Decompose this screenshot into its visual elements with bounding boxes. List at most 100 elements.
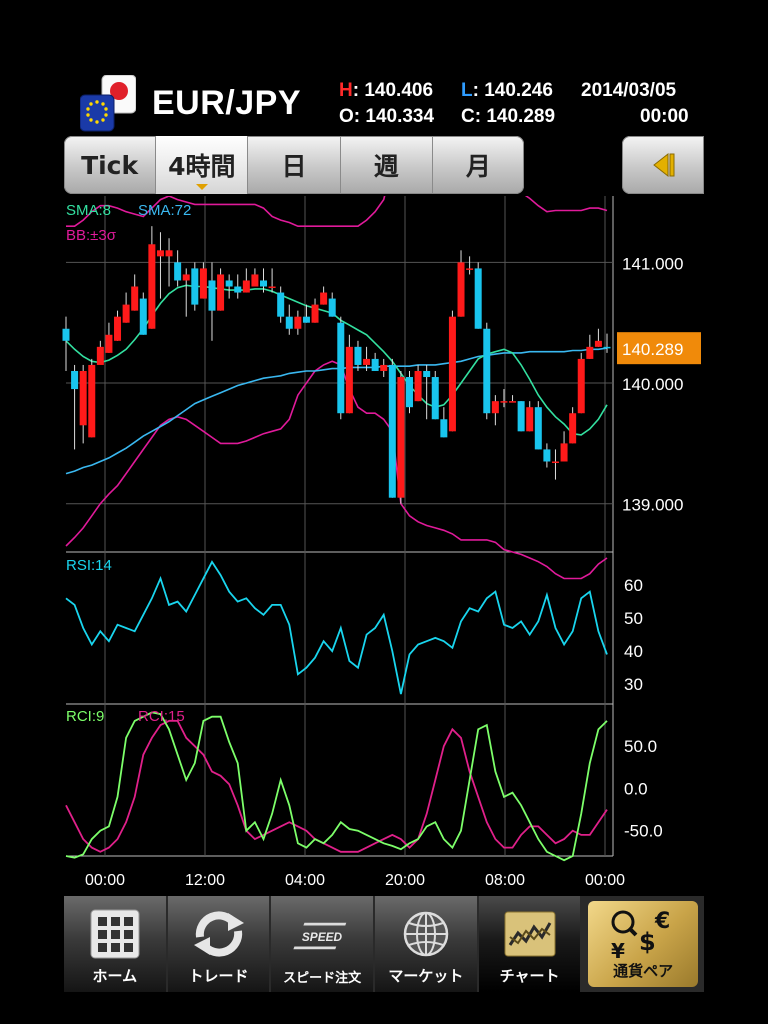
x-tick-label: 00:00 [85,872,125,889]
nav-currency-pair-button[interactable]: € $ ¥ 通貨ペア [582,896,704,992]
legend-sma8: SMA:8 [66,202,111,219]
candle-body [397,377,405,498]
candle-body [96,346,104,365]
candle-body [277,292,285,317]
candle-body [474,268,482,329]
candle-body [380,364,388,371]
candle-body [217,274,225,311]
tab-label: 日 [281,152,307,181]
candle-body [577,358,585,414]
legend-rci15: RCI:15 [138,708,185,725]
high-price: H: 140.406 [339,80,434,101]
candle-body [500,401,508,403]
chart-area[interactable]: 00:00 12:00 04:00 20:00 08:00 00:00 141.000 140… [0,196,768,896]
candle-body [388,364,396,498]
candle-body [483,328,491,414]
candle-body [509,401,517,403]
candle-body [156,250,164,257]
candle-body [328,298,336,317]
candle-body [131,286,139,311]
timeframe-tabs: Tick 4時間 日 週 月 [64,136,524,194]
candle-body [603,346,611,349]
candle-body [62,328,70,341]
tab-label: Tick [81,150,139,180]
candle-body [199,268,207,299]
collapse-panel-button[interactable] [622,136,704,194]
candle-body [311,304,319,323]
price-tick-label: 140.000 [622,375,683,394]
rsi-tick-label: 40 [624,642,643,661]
current-price-tag [617,332,701,365]
candle-body [285,316,293,329]
candle-body [251,274,259,287]
chart-grid [66,196,614,857]
legend-sma72: SMA:72 [138,202,191,219]
rsi-tick-label: 60 [624,576,643,595]
candle-body [88,364,96,438]
candle-body [423,370,431,378]
rsi-line [65,560,608,695]
candle-body [517,401,525,432]
nav-label: トレード [188,967,249,985]
nav-market-button[interactable]: マーケット [375,896,477,992]
candle-body [182,274,190,281]
tab-month[interactable]: 月 [433,136,524,194]
candle-body [551,461,559,463]
collapse-left-icon [653,152,675,178]
rci-tick-label: 50.0 [624,737,657,756]
candle-body [457,262,465,317]
candle-body [191,268,199,305]
globe-icon [396,905,456,963]
svg-text:$: $ [639,928,656,956]
candle-body [225,280,233,287]
candle-body [174,262,182,281]
rci-tick-label: 0.0 [624,779,648,798]
nav-speed-order-button[interactable]: SPEED スピード注文 [271,896,374,992]
nav-home-button[interactable]: ホーム [64,896,166,992]
candle-body [234,286,242,293]
rci-panel [65,711,608,862]
x-tick-label: 00:00 [585,872,625,889]
low-price: L: 140.246 [461,80,553,101]
rsi-tick-label: 50 [624,609,643,628]
legend-bollinger: BB:±3σ [66,227,117,244]
tab-4hour[interactable]: 4時間 [156,136,249,194]
tab-day[interactable]: 日 [248,136,341,194]
candle-body [320,292,328,305]
nav-label: マーケット [388,967,464,985]
chart-icon [500,905,560,963]
nav-trade-button[interactable]: トレード [167,896,270,992]
candle-body [405,377,413,408]
candle-body [431,377,439,420]
nav-chart-button[interactable]: チャート [478,896,581,992]
time-label: 00:00 [640,106,689,127]
legend-rsi: RSI:14 [66,557,112,574]
candle-body [371,358,379,371]
svg-text:€: € [654,909,670,934]
grid-home-icon [85,905,145,963]
candle-body [354,346,362,365]
candle-body [345,346,353,414]
candle-body [560,443,568,462]
candle-body [208,280,216,311]
candle-body [71,370,79,390]
x-tick-label: 04:00 [285,872,325,889]
date-label: 2014/03/05 [581,80,677,101]
open-price: O: 140.334 [339,106,435,127]
rci15-line [65,720,608,853]
refresh-arrows-icon [189,905,249,963]
currency-pair-title: EUR/JPY [152,84,301,122]
nav-label: ホーム [92,967,138,985]
bottom-nav: ホーム トレード SPEED スピード注文 [64,896,704,992]
rsi-panel [65,560,608,695]
tab-tick[interactable]: Tick [64,136,157,194]
price-tick-label: 139.000 [622,496,683,515]
eur-jpy-flag-icon [80,75,136,132]
tab-week[interactable]: 週 [341,136,433,194]
candle-body [122,304,130,323]
candle-body [302,316,310,323]
rci-tick-label: -50.0 [624,822,663,841]
rci9-line [65,711,608,862]
candle-body [543,449,551,462]
svg-text:¥: ¥ [611,939,625,960]
